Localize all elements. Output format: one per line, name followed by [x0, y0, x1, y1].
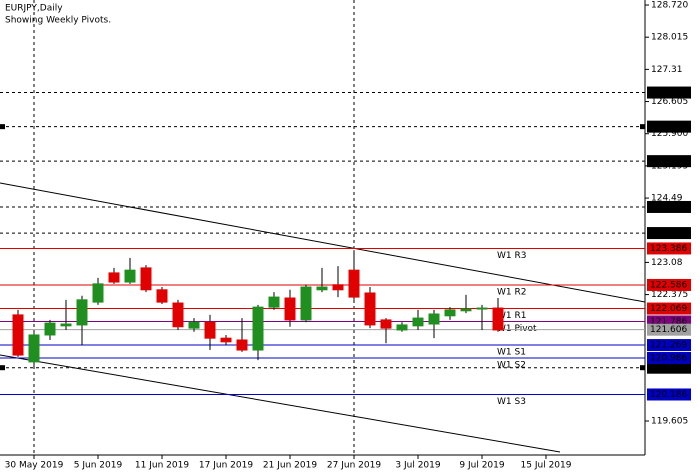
pivot-label: 120.186	[650, 390, 687, 400]
pivot-box	[647, 351, 691, 364]
candle-body	[172, 302, 184, 328]
candle-body	[348, 269, 360, 298]
level-box	[647, 120, 691, 133]
candle-body	[76, 299, 88, 326]
pivot-label: 123.386	[650, 244, 687, 254]
x-tick-label: 17 Jun 2019	[199, 461, 253, 471]
chart-title: EURJPY,Daily	[5, 4, 63, 14]
y-tick-label: 128.015	[651, 33, 688, 43]
level-box	[647, 200, 691, 213]
y-tick-label: 123.08	[651, 258, 683, 268]
pivot-name: W1 Pivot	[497, 324, 537, 334]
pivot-label: 122.586	[650, 280, 687, 290]
pivot-name: W1 S2	[497, 360, 526, 370]
level-label: 123.723	[650, 229, 687, 239]
level-marker	[0, 365, 5, 371]
pivot-name: W1 S1	[497, 348, 526, 358]
level-label: 125.299	[650, 157, 687, 167]
pivot-box	[647, 278, 691, 291]
candle-body	[492, 307, 504, 331]
level-label: 126.802	[650, 88, 687, 98]
level-box	[647, 227, 691, 240]
pivot-label: 120.986	[650, 353, 687, 363]
candle-body	[140, 267, 152, 291]
level-label: 126.055	[650, 122, 687, 132]
candle-body	[236, 339, 248, 351]
y-tick-label: 119.605	[651, 417, 688, 427]
level-marker	[640, 365, 645, 371]
pivot-box	[647, 242, 691, 255]
y-tick-label: 125.900	[651, 129, 688, 139]
x-tick-label: 21 Jun 2019	[263, 461, 317, 471]
plot-area	[0, 0, 646, 455]
candle-body	[396, 324, 408, 331]
candle-body	[28, 334, 40, 363]
y-tick-label: 122.375	[651, 290, 688, 300]
y-tick-label: 127.31	[651, 65, 683, 75]
candle-body	[444, 309, 456, 317]
pivot-box	[647, 388, 691, 401]
pivot-box	[647, 339, 691, 352]
x-tick-label: 11 Jun 2019	[135, 461, 189, 471]
y-tick-label: 126.605	[651, 97, 688, 107]
candle-body	[268, 296, 280, 308]
candle-body	[316, 286, 328, 291]
current-price-box	[647, 323, 691, 336]
candle-body	[284, 297, 296, 321]
candle-body	[44, 322, 56, 336]
candle-body	[204, 321, 216, 339]
x-tick-label: 30 May 2019	[5, 461, 64, 471]
candle-body	[220, 337, 232, 343]
candle-body	[156, 289, 168, 303]
pivot-label: 122.069	[650, 304, 687, 314]
candle-body	[460, 308, 472, 312]
candle-body	[188, 321, 200, 329]
candle-body	[124, 269, 136, 283]
chart-subtitle: Showing Weekly Pivots.	[5, 16, 111, 26]
candle-body	[412, 317, 424, 327]
candle-body	[428, 313, 440, 325]
trend-line	[0, 354, 561, 453]
pivot-name: W1 S3	[497, 397, 526, 407]
x-tick-label: 15 Jul 2019	[521, 461, 572, 471]
level-box	[647, 86, 691, 99]
level-marker	[640, 124, 645, 130]
x-tick-label: 3 Jul 2019	[395, 461, 440, 471]
candle-body	[332, 284, 344, 291]
level-label: 124.295	[650, 202, 687, 212]
candle-body	[364, 292, 376, 326]
pivot-name: W1 R2	[497, 287, 526, 297]
pivot-name: W1 R1	[497, 311, 526, 321]
candle-body	[300, 286, 312, 321]
candle-body	[92, 283, 104, 303]
trend-line	[0, 182, 646, 303]
candle-body	[108, 272, 120, 283]
y-tick-label: 124.49	[651, 194, 683, 204]
level-box	[647, 155, 691, 168]
pivot-label: 121.269	[650, 341, 687, 351]
candle-body	[252, 306, 264, 351]
x-tick-label: 9 Jul 2019	[459, 461, 504, 471]
y-tick-label: 128.720	[651, 1, 688, 11]
pivot-label: 121.786	[650, 317, 687, 327]
candle-body	[12, 314, 24, 356]
level-box	[647, 361, 691, 374]
pivot-name: W1 R3	[497, 251, 526, 261]
candle-body	[60, 323, 72, 327]
current-price-label: 121.606	[650, 325, 687, 335]
level-label: 120.773	[650, 363, 687, 373]
pivot-box	[647, 302, 691, 315]
x-tick-label: 27 Jun 2019	[327, 461, 381, 471]
candle-body	[380, 319, 392, 329]
candle-body	[476, 307, 488, 310]
level-marker	[0, 124, 5, 130]
x-tick-label: 5 Jun 2019	[74, 461, 123, 471]
